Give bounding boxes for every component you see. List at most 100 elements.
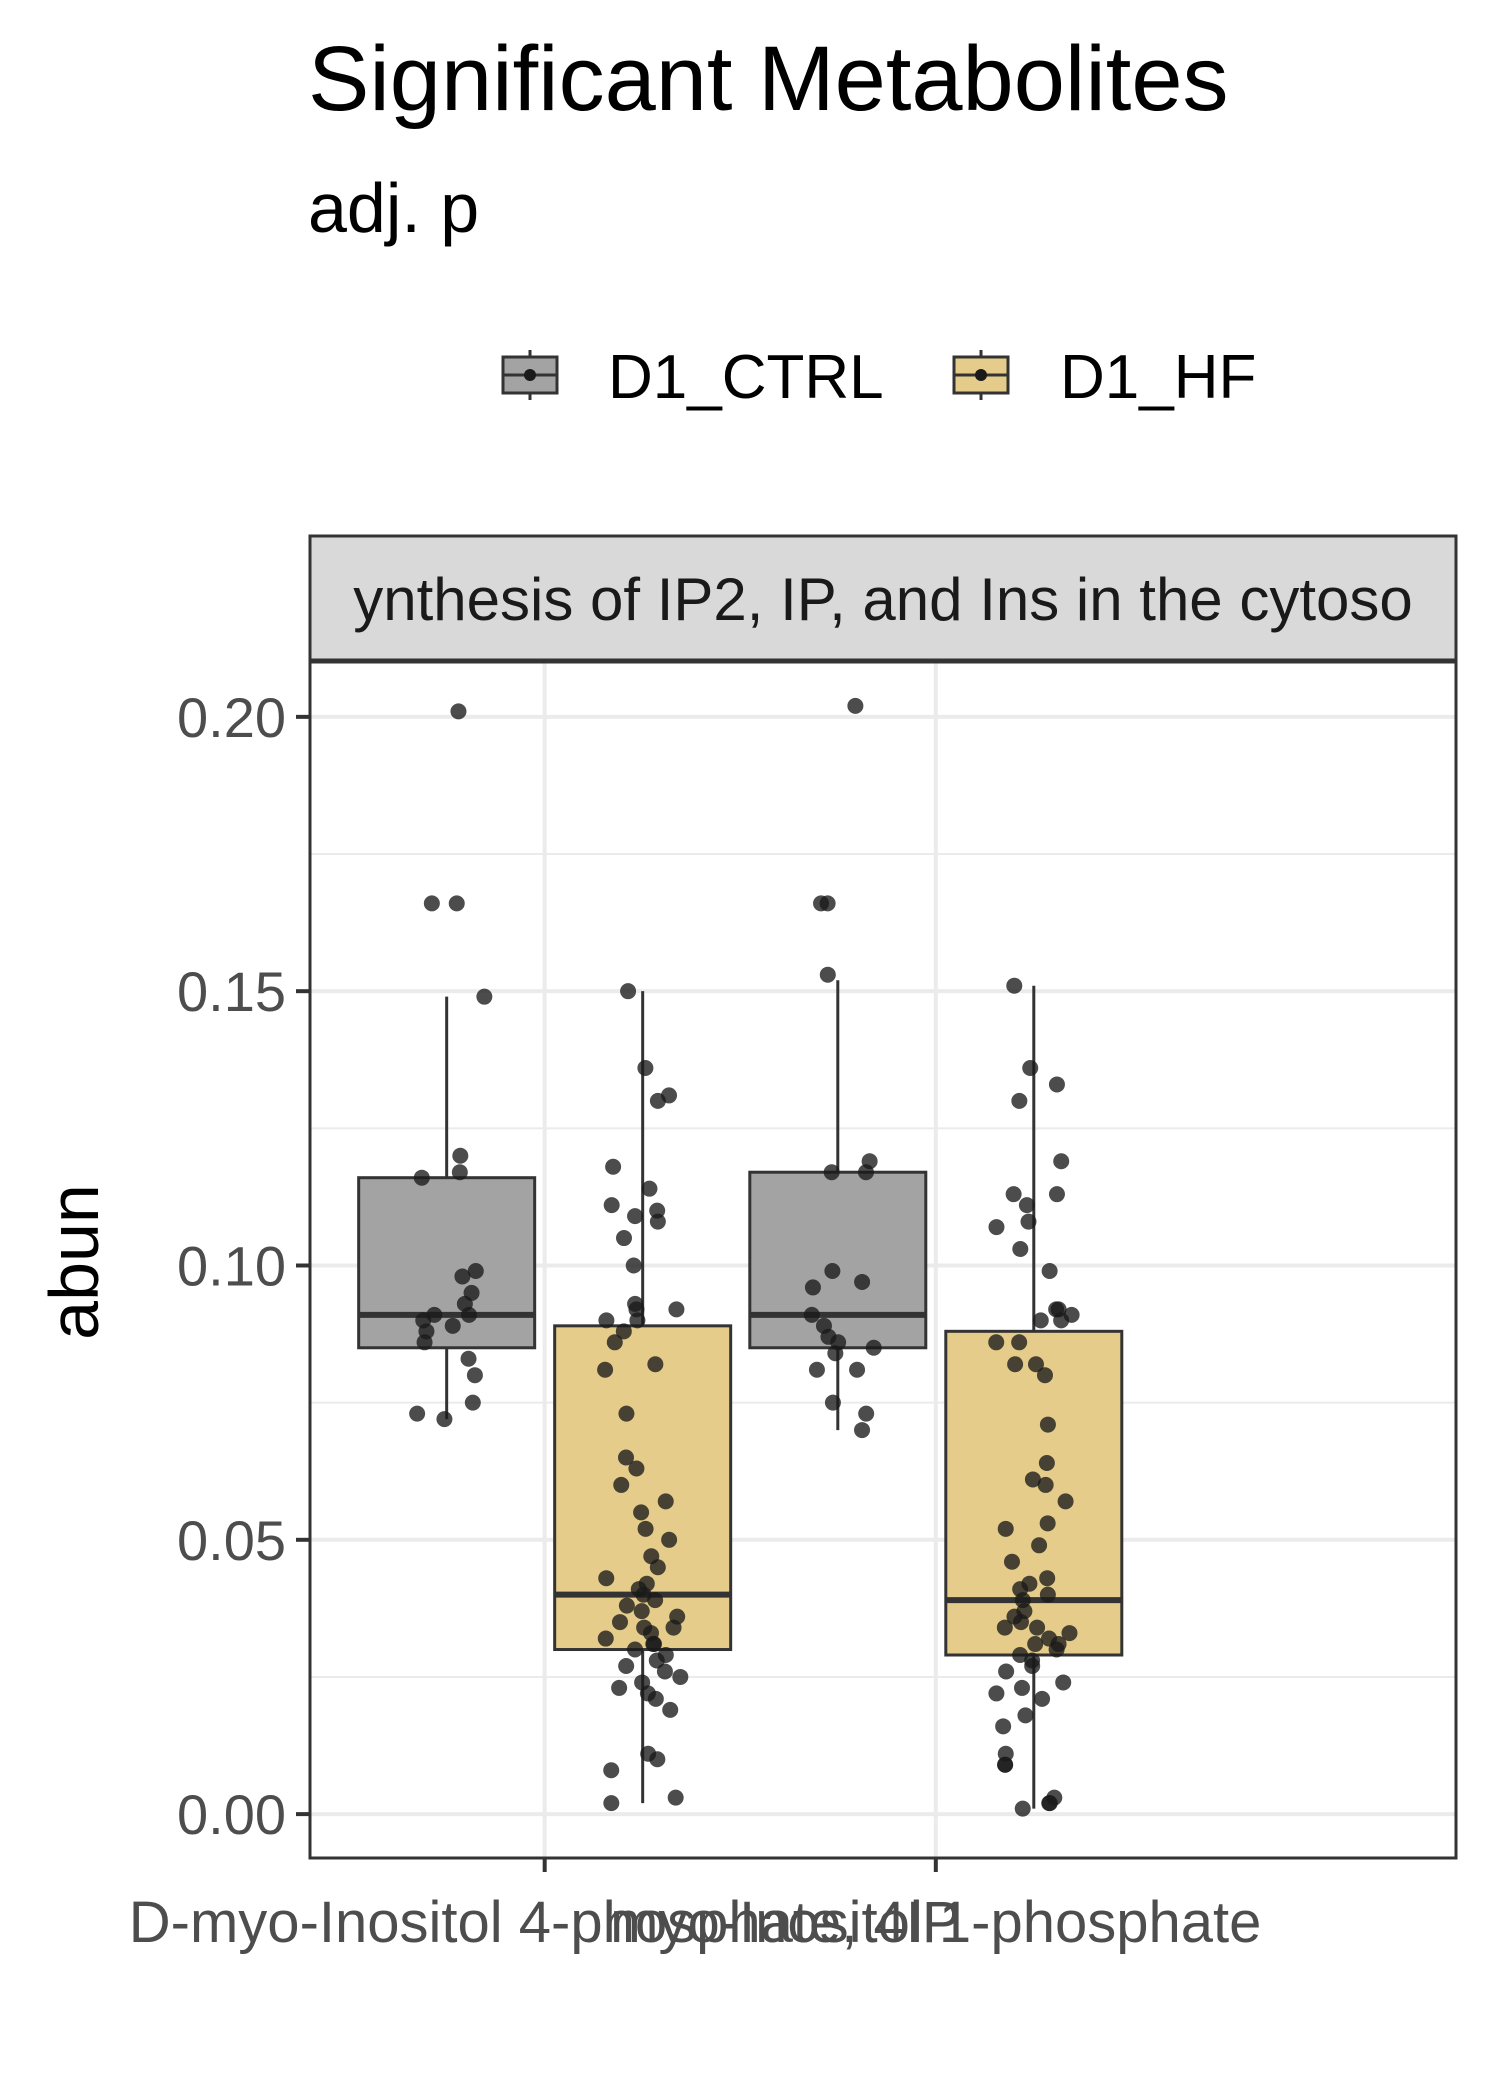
box-iqr <box>357 1176 537 1350</box>
data-point <box>1041 1795 1058 1812</box>
data-point <box>995 1718 1012 1735</box>
data-point <box>598 1570 615 1587</box>
data-point <box>1038 1454 1055 1471</box>
data-point <box>1039 1515 1056 1532</box>
data-point <box>637 1059 654 1076</box>
data-point <box>1041 1262 1058 1279</box>
data-point <box>827 1345 844 1362</box>
y-tick-label: 0.00 <box>177 1783 286 1846</box>
data-point <box>452 1147 469 1164</box>
data-point <box>1011 1092 1028 1109</box>
data-point <box>466 1367 483 1384</box>
data-point <box>1053 1153 1070 1170</box>
plot-panel <box>308 660 1458 1860</box>
data-point <box>1048 1186 1065 1203</box>
data-point <box>803 1306 820 1323</box>
data-point <box>454 1268 471 1285</box>
data-point <box>1061 1625 1078 1642</box>
data-point <box>1048 1641 1065 1658</box>
data-point <box>1012 1241 1029 1258</box>
data-point <box>409 1405 426 1422</box>
data-point <box>615 1230 632 1247</box>
data-point <box>997 1520 1014 1537</box>
data-point <box>615 1323 632 1340</box>
x-tick-label: D-myo-Inositol 4-phosphate, 4IP <box>129 1890 961 1955</box>
data-point <box>647 1592 664 1609</box>
data-point <box>847 697 864 714</box>
data-point <box>824 1262 841 1279</box>
data-point <box>1011 1334 1028 1351</box>
data-point <box>804 1279 821 1296</box>
data-point <box>668 1301 685 1318</box>
data-point <box>618 1405 635 1422</box>
data-point <box>1053 1312 1070 1329</box>
data-point <box>1027 1356 1044 1373</box>
facet-strip-label: ynthesis of IP2, IP, and Ins in the cyto… <box>353 566 1413 633</box>
data-point <box>460 1350 477 1367</box>
data-point <box>998 1663 1015 1680</box>
data-point <box>598 1312 615 1329</box>
y-axis: 0.00 0.05 0.10 0.15 0.20 <box>177 686 310 1846</box>
data-point <box>1048 1076 1065 1093</box>
data-point <box>613 1476 630 1493</box>
chart-subtitle: adj. p <box>308 169 479 247</box>
data-point <box>997 1756 1014 1773</box>
data-point <box>649 1751 666 1768</box>
data-point <box>1039 1570 1056 1587</box>
data-point <box>1055 1674 1072 1691</box>
data-point <box>808 1361 825 1378</box>
points <box>409 697 1080 1817</box>
data-point <box>1012 1614 1029 1631</box>
y-tick-label: 0.10 <box>177 1234 286 1297</box>
data-point <box>1039 1416 1056 1433</box>
data-point <box>662 1701 679 1718</box>
data-point <box>413 1169 430 1186</box>
data-point <box>451 1164 468 1181</box>
data-point <box>656 1663 673 1680</box>
data-point <box>611 1679 628 1696</box>
data-point <box>1022 1059 1039 1076</box>
data-point <box>657 1493 674 1510</box>
data-point <box>1031 1537 1048 1554</box>
y-tick-label: 0.05 <box>177 1509 286 1572</box>
data-point <box>665 1619 682 1636</box>
data-point <box>448 895 465 912</box>
data-point <box>416 1334 433 1351</box>
boxplot-D1_HF <box>944 985 1124 1809</box>
facet-strip <box>308 534 1458 662</box>
data-point <box>1034 1690 1051 1707</box>
data-point <box>823 1164 840 1181</box>
x-tick-label: myo-Inositol 1-phosphate <box>610 1890 1261 1955</box>
data-point <box>988 1219 1005 1236</box>
data-point <box>627 1208 644 1225</box>
y-axis-title: abun <box>35 1184 113 1340</box>
data-point <box>633 1603 650 1620</box>
data-point <box>645 1636 662 1653</box>
legend-key-hf <box>952 350 1010 400</box>
data-point <box>1037 1476 1054 1493</box>
data-point <box>1014 1679 1031 1696</box>
data-point <box>629 1312 646 1329</box>
data-point <box>988 1334 1005 1351</box>
data-point <box>667 1789 684 1806</box>
data-point <box>1018 1197 1035 1214</box>
data-point <box>606 1334 623 1351</box>
data-point <box>641 1180 658 1197</box>
data-point <box>996 1619 1013 1636</box>
data-point <box>661 1531 678 1548</box>
data-point <box>1039 1586 1056 1603</box>
data-point <box>450 703 467 720</box>
data-point <box>605 1158 622 1175</box>
data-point <box>603 1197 620 1214</box>
data-point <box>618 1657 635 1674</box>
data-point <box>423 895 440 912</box>
data-point <box>819 966 836 983</box>
data-point <box>1003 1553 1020 1570</box>
data-point <box>625 1257 642 1274</box>
data-point <box>476 988 493 1005</box>
data-point <box>1007 1356 1024 1373</box>
data-point <box>628 1460 645 1477</box>
data-point <box>1014 1800 1031 1817</box>
data-point <box>1024 1657 1041 1674</box>
data-point <box>603 1795 620 1812</box>
